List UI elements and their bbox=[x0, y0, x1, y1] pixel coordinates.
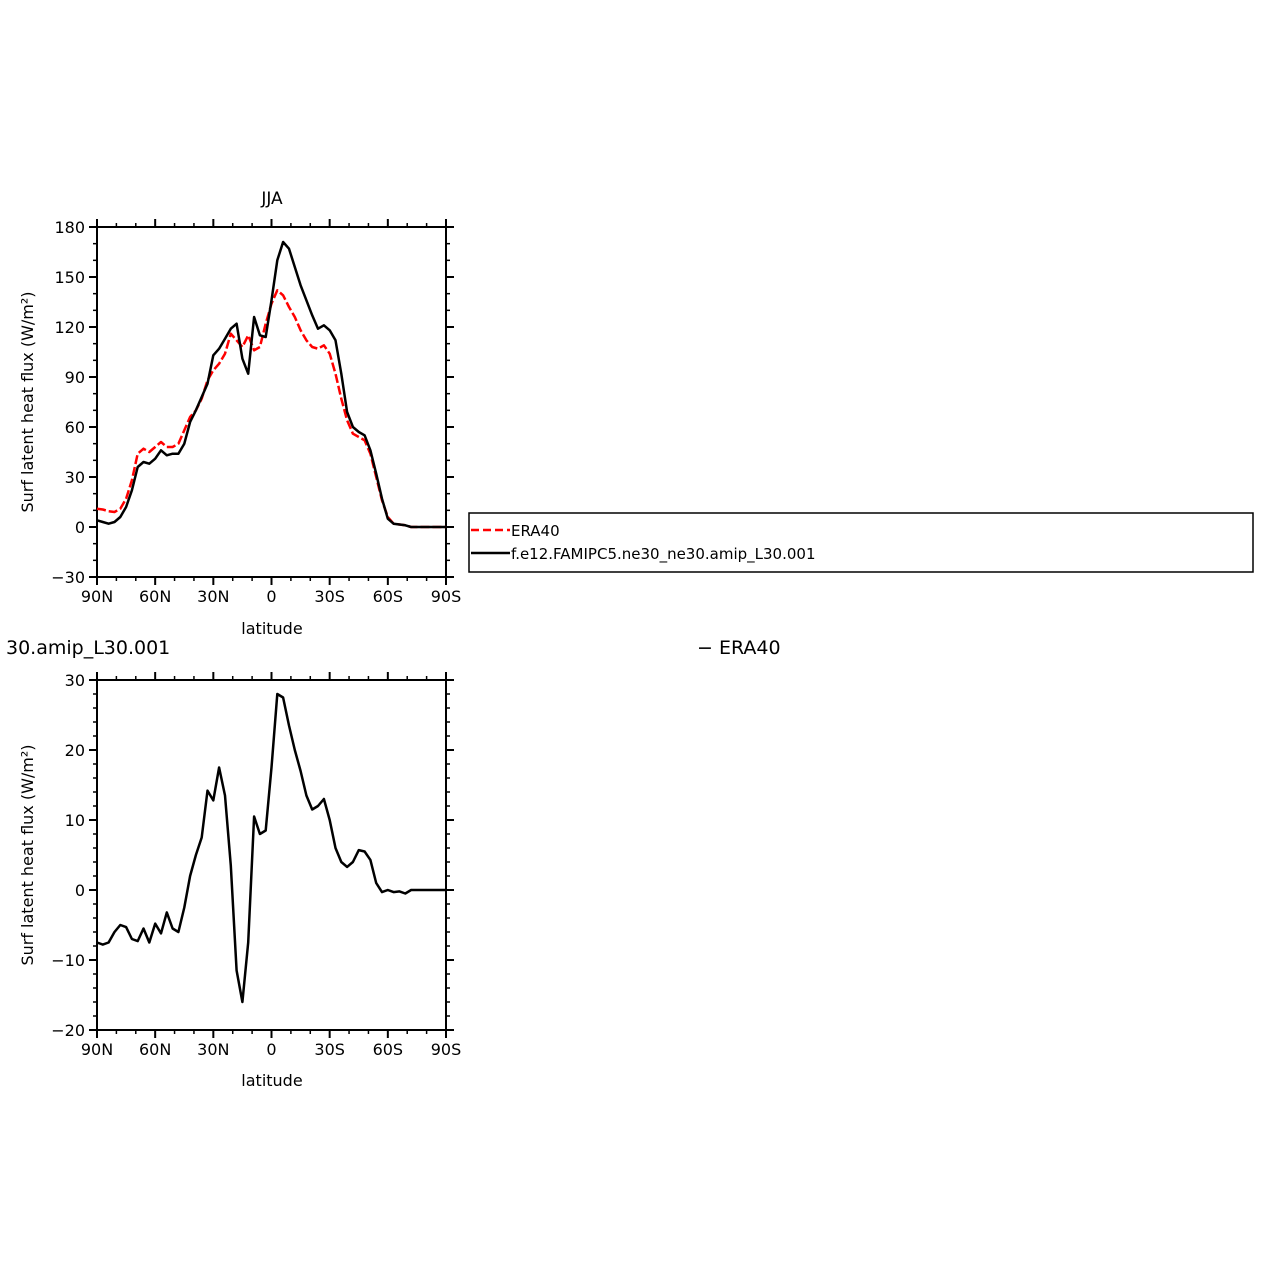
y-tick-label: 30 bbox=[65, 671, 85, 690]
y-tick-label: −10 bbox=[51, 951, 85, 970]
y-tick-label: 180 bbox=[54, 218, 85, 237]
x-tick-label: 60S bbox=[373, 1040, 404, 1059]
x-tick-label: 0 bbox=[266, 587, 276, 606]
series-line-0 bbox=[96, 692, 446, 1004]
x-axis-label: latitude bbox=[241, 619, 302, 638]
top-line-chart-panel: JJA 90N 60N 30N 0 30S 60S 90S −30 0 30 60 90 120 150 1… bbox=[18, 189, 461, 638]
x-tick-label: 90S bbox=[431, 587, 462, 606]
bottom-chart-marks: 90N 60N 30N 0 30S 60S 90S −20 −10 0 10 20 30 bbox=[51, 671, 461, 1059]
y-tick-label: −30 bbox=[51, 568, 85, 587]
x-tick-label: 30S bbox=[314, 1040, 345, 1059]
y-axis-label: Surf latent heat flux (W/m²) bbox=[18, 291, 37, 512]
x-tick-label: 30N bbox=[197, 587, 229, 606]
y-tick-label: 0 bbox=[75, 518, 85, 537]
y-tick-label: 60 bbox=[65, 418, 85, 437]
y-tick-label: 150 bbox=[54, 268, 85, 287]
x-tick-label: 30N bbox=[197, 1040, 229, 1059]
y-tick-label: 30 bbox=[65, 468, 85, 487]
y-tick-label: 10 bbox=[65, 811, 85, 830]
x-tick-label: 60S bbox=[373, 587, 404, 606]
x-tick-label: 90S bbox=[431, 1040, 462, 1059]
legend-entry-era40: ERA40 bbox=[511, 522, 560, 540]
y-tick-label: 0 bbox=[75, 881, 85, 900]
y-tick-label: 90 bbox=[65, 368, 85, 387]
x-tick-label: 60N bbox=[139, 587, 171, 606]
x-tick-label: 0 bbox=[266, 1040, 276, 1059]
legend-entry-model: f.e12.FAMIPC5.ne30_ne30.amip_L30.001 bbox=[511, 545, 816, 564]
x-tick-label: 60N bbox=[139, 1040, 171, 1059]
y-tick-label: −20 bbox=[51, 1021, 85, 1040]
y-tick-label: 20 bbox=[65, 741, 85, 760]
bottom-chart-left-title: 30.amip_L30.001 bbox=[6, 637, 170, 659]
legend: ERA40 f.e12.FAMIPC5.ne30_ne30.amip_L30.0… bbox=[468, 512, 1254, 573]
legend-box bbox=[468, 512, 1254, 573]
bottom-line-chart-panel: 30.amip_L30.001 − ERA40 90N 60N 30N 0 30S 60S… bbox=[6, 637, 781, 1090]
series-line-1 bbox=[96, 240, 446, 529]
chart-title: JJA bbox=[260, 189, 283, 209]
y-axis-label: Surf latent heat flux (W/m²) bbox=[18, 744, 37, 965]
x-tick-label: 90N bbox=[81, 1040, 113, 1059]
x-tick-label: 30S bbox=[314, 587, 345, 606]
bottom-chart-right-title: − ERA40 bbox=[697, 637, 781, 659]
y-tick-label: 120 bbox=[54, 318, 85, 337]
x-tick-label: 90N bbox=[81, 587, 113, 606]
x-axis-label: latitude bbox=[241, 1071, 302, 1090]
top-chart-marks: 90N 60N 30N 0 30S 60S 90S −30 0 30 60 90 120 150 180 bbox=[51, 218, 461, 606]
series-line-0 bbox=[96, 289, 446, 529]
plot-frame bbox=[96, 679, 447, 1031]
